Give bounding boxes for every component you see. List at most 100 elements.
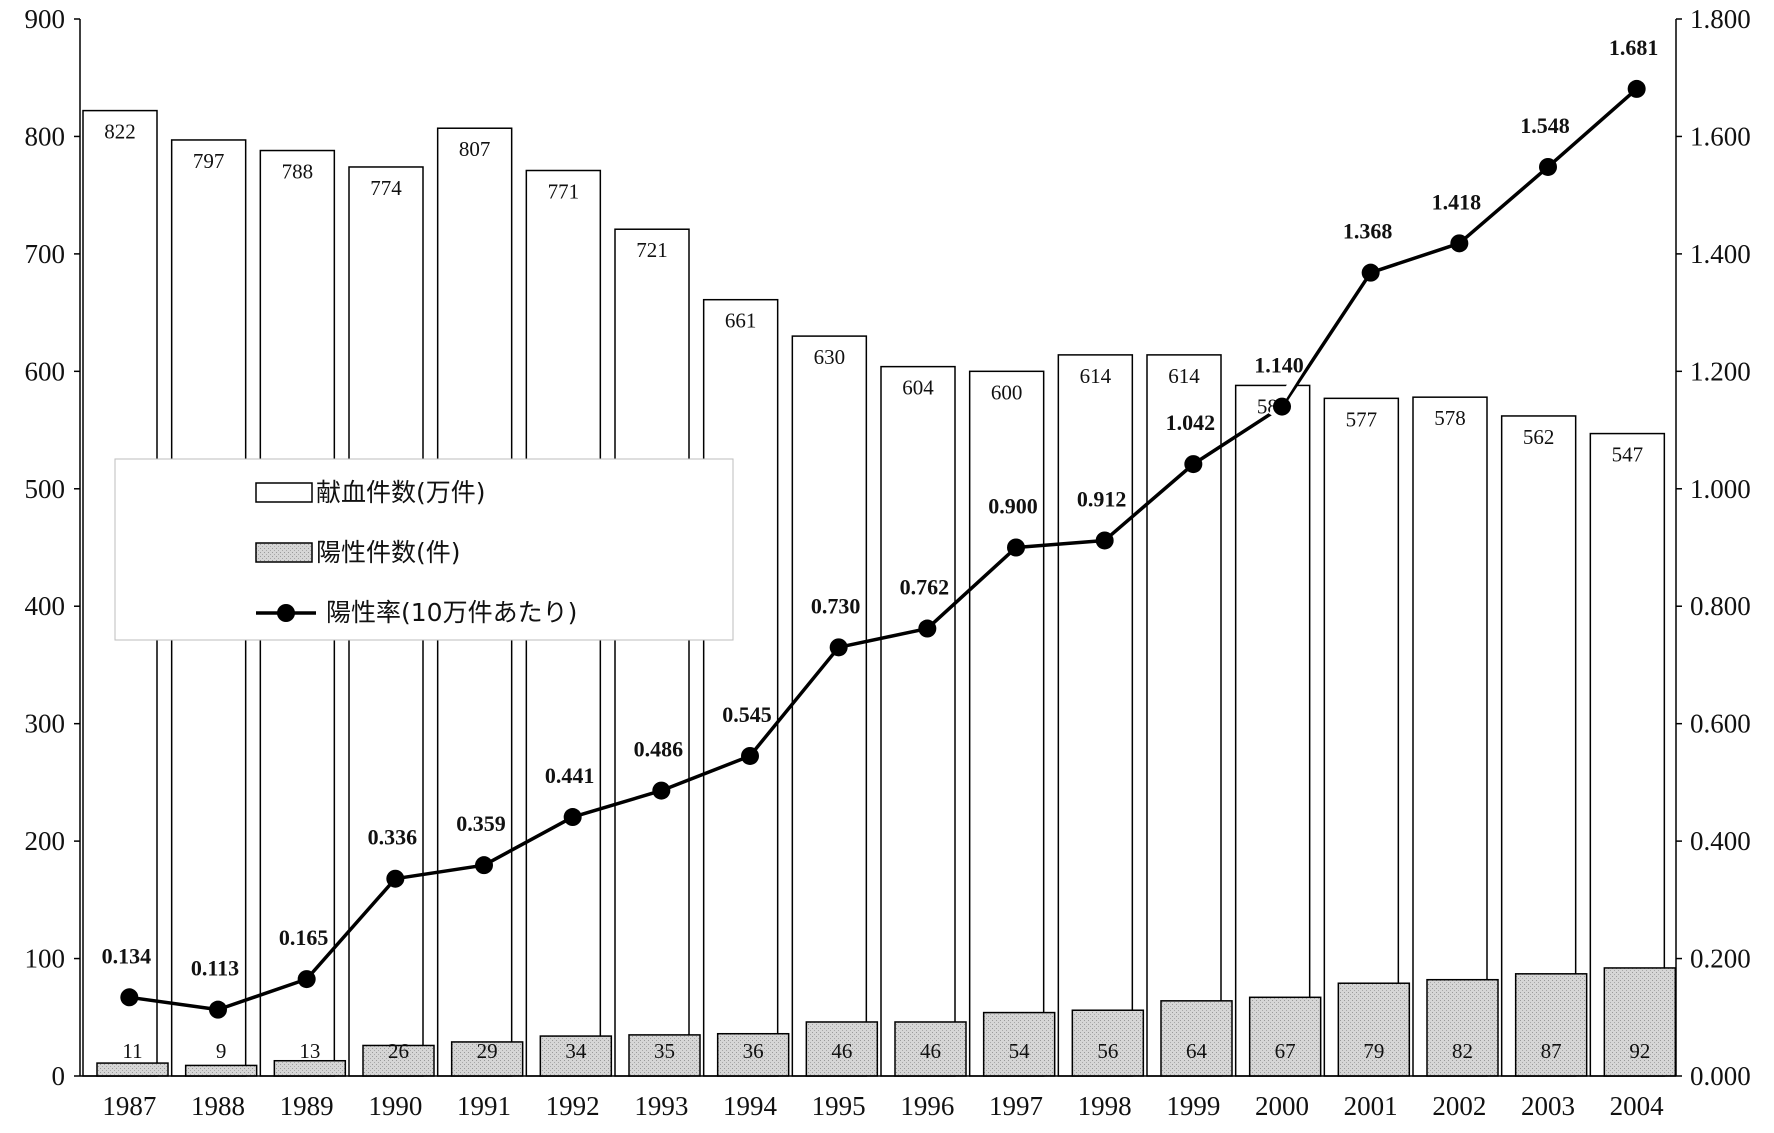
bar-positive-1997 <box>982 1011 1056 1077</box>
rate-line <box>129 87 1638 1012</box>
y-right-tick-0.600: 0.600 <box>1690 709 1751 739</box>
rate-label-1990: 0.336 <box>368 825 418 850</box>
y-right-tick-0.400: 0.400 <box>1690 826 1751 856</box>
rate-marker-1993 <box>652 781 671 800</box>
bar-positive-label-1997: 54 <box>1009 1039 1031 1063</box>
bar-total-label-1999: 614 <box>1168 364 1200 388</box>
rate-marker-1998 <box>1095 531 1114 550</box>
bar-positive-label-1995: 46 <box>831 1039 852 1063</box>
y-left-tick-900: 900 <box>25 4 66 34</box>
y-left-tick-400: 400 <box>25 591 66 621</box>
bar-total-label-1989: 788 <box>282 160 314 184</box>
rate-marker-1991 <box>475 856 493 875</box>
positive-bars-group <box>96 967 1677 1077</box>
rate-marker-2004 <box>1627 79 1646 98</box>
rate-label-2003: 1.548 <box>1520 113 1570 138</box>
bar-total-label-2004: 547 <box>1612 443 1644 467</box>
y-left-tick-600: 600 <box>25 356 66 386</box>
bar-total-label-1992: 771 <box>548 180 580 204</box>
y-right-tick-1.800: 1.800 <box>1690 4 1751 34</box>
bar-positive-1989 <box>273 1059 347 1077</box>
y-left-tick-300: 300 <box>25 709 66 739</box>
rate-label-1994: 0.545 <box>722 702 772 727</box>
bar-total-1996 <box>880 365 956 1077</box>
rate-marker-1992 <box>563 808 582 827</box>
bar-total-label-2002: 578 <box>1434 406 1466 430</box>
rate-label-1989: 0.165 <box>279 925 329 950</box>
bar-positive-1987 <box>96 1062 169 1077</box>
bar-total-1994 <box>702 298 779 1077</box>
bar-positive-label-2001: 79 <box>1363 1039 1384 1063</box>
rate-marker-2000 <box>1273 397 1291 416</box>
bar-positive-label-2004: 92 <box>1629 1039 1650 1063</box>
legend-label-rate: 陽性率(10万件あたり) <box>326 598 577 627</box>
bar-total-label-1987: 822 <box>104 120 136 144</box>
rate-label-2000: 1.140 <box>1254 353 1304 378</box>
bar-positive-1991 <box>450 1041 524 1077</box>
x-tick-1993: 1993 <box>634 1091 688 1121</box>
legend-box <box>114 458 734 641</box>
y-left-tick-800: 800 <box>25 121 66 151</box>
rate-marker-2001 <box>1361 263 1380 282</box>
rate-marker-1990 <box>386 869 405 888</box>
rate-marker-1989 <box>297 970 316 989</box>
axes-group: 0 100 200 300 400 500 600 700 800 900 0.000 0.200 0.… <box>25 4 1751 1121</box>
rate-label-1991: 0.359 <box>456 811 506 836</box>
bar-positive-label-1994: 36 <box>743 1039 764 1063</box>
rate-label-2004: 1.681 <box>1609 35 1659 60</box>
y-left-tick-100: 100 <box>25 944 66 974</box>
rate-marker-1997 <box>1007 538 1025 557</box>
rate-marker-1994 <box>741 746 759 765</box>
x-tick-1990: 1990 <box>368 1091 422 1121</box>
bar-positive-label-2002: 82 <box>1452 1039 1473 1063</box>
x-tick-2004: 2004 <box>1610 1091 1665 1121</box>
bar-total-label-2003: 562 <box>1523 425 1555 449</box>
bar-total-label-1988: 797 <box>193 149 225 173</box>
bar-positive-label-1999: 64 <box>1186 1039 1208 1063</box>
rate-marker-2002 <box>1450 234 1469 253</box>
x-tick-2000: 2000 <box>1255 1091 1309 1121</box>
y-right-tick-1.600: 1.600 <box>1690 121 1751 151</box>
x-tick-1989: 1989 <box>280 1091 334 1121</box>
bar-positive-1992 <box>539 1035 613 1077</box>
bar-total-1999 <box>1146 354 1222 1077</box>
x-tick-2001: 2001 <box>1344 1091 1398 1121</box>
x-tick-1999: 1999 <box>1166 1091 1220 1121</box>
rate-marker-1999 <box>1184 455 1203 474</box>
bar-positive-2000 <box>1248 996 1322 1077</box>
rate-label-1993: 0.486 <box>634 737 684 762</box>
bar-total-label-1998: 614 <box>1080 364 1112 388</box>
bar-positive-1995 <box>805 1021 879 1077</box>
rate-label-2001: 1.368 <box>1343 219 1393 244</box>
x-tick-1987: 1987 <box>102 1091 156 1121</box>
y-left-tick-0: 0 <box>52 1061 66 1091</box>
legend-swatch-total <box>255 482 313 503</box>
bar-total-2003 <box>1500 415 1577 1077</box>
bar-total-label-1991: 807 <box>459 137 491 161</box>
bar-positive-label-1990: 26 <box>388 1039 409 1063</box>
bar-total-2001 <box>1323 397 1400 1077</box>
bar-total-1997 <box>968 370 1045 1077</box>
bar-positive-label-1988: 9 <box>216 1039 227 1063</box>
rate-label-1997: 0.900 <box>988 494 1038 519</box>
bar-total-1993 <box>614 228 690 1077</box>
bar-total-1998 <box>1057 354 1134 1077</box>
legend: 献血件数(万件) 陽性件数(件) 陽性率(10万件あたり) <box>114 458 734 641</box>
rate-label-1987: 0.134 <box>102 943 152 968</box>
bar-total-label-1994: 661 <box>725 309 757 333</box>
rate-marker-1988 <box>209 1000 227 1019</box>
y-right-tick-0.800: 0.800 <box>1690 591 1751 621</box>
bar-positive-1999 <box>1160 1000 1233 1077</box>
bar-positive-label-1996: 46 <box>920 1039 941 1063</box>
bar-total-label-1990: 774 <box>370 176 402 200</box>
rate-label-1992: 0.441 <box>545 763 595 788</box>
bar-total-label-2001: 577 <box>1346 407 1378 431</box>
x-tick-2003: 2003 <box>1521 1091 1575 1121</box>
y-left-tick-700: 700 <box>25 239 66 269</box>
x-tick-1998: 1998 <box>1078 1091 1132 1121</box>
bar-positive-label-1992: 34 <box>565 1039 587 1063</box>
legend-marker-rate <box>277 604 295 622</box>
bar-total-label-1995: 630 <box>814 345 846 369</box>
y-right-tick-0.000: 0.000 <box>1690 1061 1751 1091</box>
rate-labels-group: 0.134 0.113 0.165 0.336 0.359 0.441 0.486 0.545… <box>102 35 1659 981</box>
